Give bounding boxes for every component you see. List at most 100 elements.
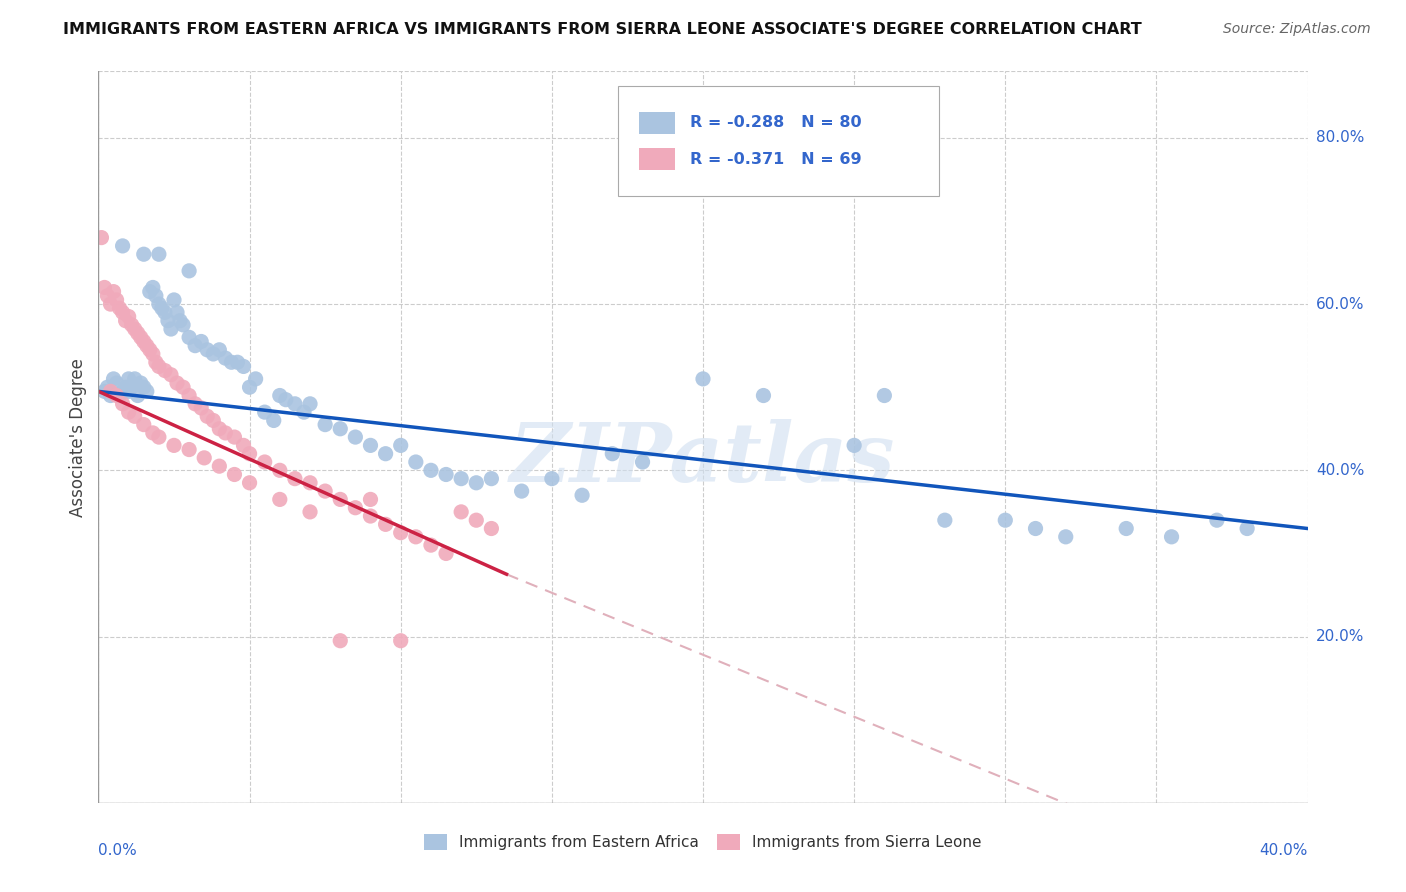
Point: [360, 438, 382, 452]
Point: [139, 343, 162, 357]
Point: [405, 530, 427, 544]
Point: [166, 376, 188, 390]
Point: [169, 314, 191, 328]
Point: [135, 384, 157, 399]
Point: [111, 305, 134, 319]
Point: [193, 450, 215, 465]
Point: [124, 372, 146, 386]
Point: [129, 330, 152, 344]
Text: ZIPatlas: ZIPatlas: [510, 419, 896, 499]
Point: [100, 388, 122, 402]
Point: [96, 289, 118, 303]
Point: [1236, 521, 1258, 535]
Point: [142, 425, 165, 440]
Point: [232, 359, 254, 374]
Point: [105, 293, 128, 307]
Point: [214, 351, 236, 365]
Point: [450, 505, 472, 519]
Point: [1115, 521, 1137, 535]
Point: [253, 405, 276, 419]
FancyBboxPatch shape: [638, 148, 675, 170]
Point: [127, 388, 149, 402]
Point: [631, 455, 654, 469]
Point: [118, 310, 141, 324]
Point: [132, 247, 155, 261]
Point: [166, 305, 188, 319]
Point: [434, 546, 457, 560]
Point: [420, 463, 443, 477]
Point: [184, 397, 207, 411]
Point: [1024, 521, 1046, 535]
Point: [202, 347, 225, 361]
Point: [153, 305, 176, 319]
FancyBboxPatch shape: [619, 86, 939, 195]
Point: [124, 322, 146, 336]
Point: [344, 500, 367, 515]
Point: [135, 338, 157, 352]
Point: [139, 285, 162, 299]
Point: [148, 297, 170, 311]
Point: [121, 380, 143, 394]
Point: [329, 422, 352, 436]
Point: [132, 380, 155, 394]
Point: [179, 442, 201, 457]
Point: [195, 343, 218, 357]
Point: [148, 359, 170, 374]
Point: [221, 355, 243, 369]
Point: [253, 455, 276, 469]
Point: [127, 326, 149, 341]
Point: [844, 438, 866, 452]
Point: [405, 455, 427, 469]
Point: [602, 447, 624, 461]
Point: [934, 513, 956, 527]
Point: [202, 413, 225, 427]
Point: [274, 392, 297, 407]
Point: [434, 467, 457, 482]
Point: [132, 334, 155, 349]
Point: [239, 380, 262, 394]
Point: [465, 513, 488, 527]
Point: [93, 280, 115, 294]
Point: [103, 372, 125, 386]
Point: [389, 633, 412, 648]
Point: [132, 417, 155, 432]
Point: [103, 285, 125, 299]
Text: Source: ZipAtlas.com: Source: ZipAtlas.com: [1223, 22, 1371, 37]
Point: [389, 525, 412, 540]
Point: [232, 438, 254, 452]
Point: [329, 633, 352, 648]
Point: [114, 314, 136, 328]
Point: [994, 513, 1017, 527]
Point: [156, 314, 179, 328]
Point: [571, 488, 593, 502]
Point: [1160, 530, 1182, 544]
Point: [269, 492, 291, 507]
Point: [1206, 513, 1229, 527]
Point: [108, 388, 131, 402]
Point: [150, 301, 173, 316]
Point: [160, 368, 183, 382]
Point: [142, 280, 165, 294]
Point: [121, 318, 143, 332]
Point: [314, 484, 336, 499]
Point: [420, 538, 443, 552]
Point: [153, 363, 176, 377]
Point: [269, 388, 291, 402]
Point: [100, 297, 122, 311]
FancyBboxPatch shape: [638, 112, 675, 134]
Point: [269, 463, 291, 477]
Point: [145, 355, 167, 369]
Point: [284, 472, 307, 486]
Point: [450, 472, 472, 486]
Point: [1054, 530, 1077, 544]
Point: [111, 397, 134, 411]
Point: [105, 388, 128, 402]
Point: [118, 384, 141, 399]
Point: [96, 380, 118, 394]
Point: [314, 417, 336, 432]
Point: [263, 413, 285, 427]
Point: [93, 384, 115, 399]
Point: [163, 293, 186, 307]
Point: [873, 388, 896, 402]
Point: [90, 230, 112, 244]
